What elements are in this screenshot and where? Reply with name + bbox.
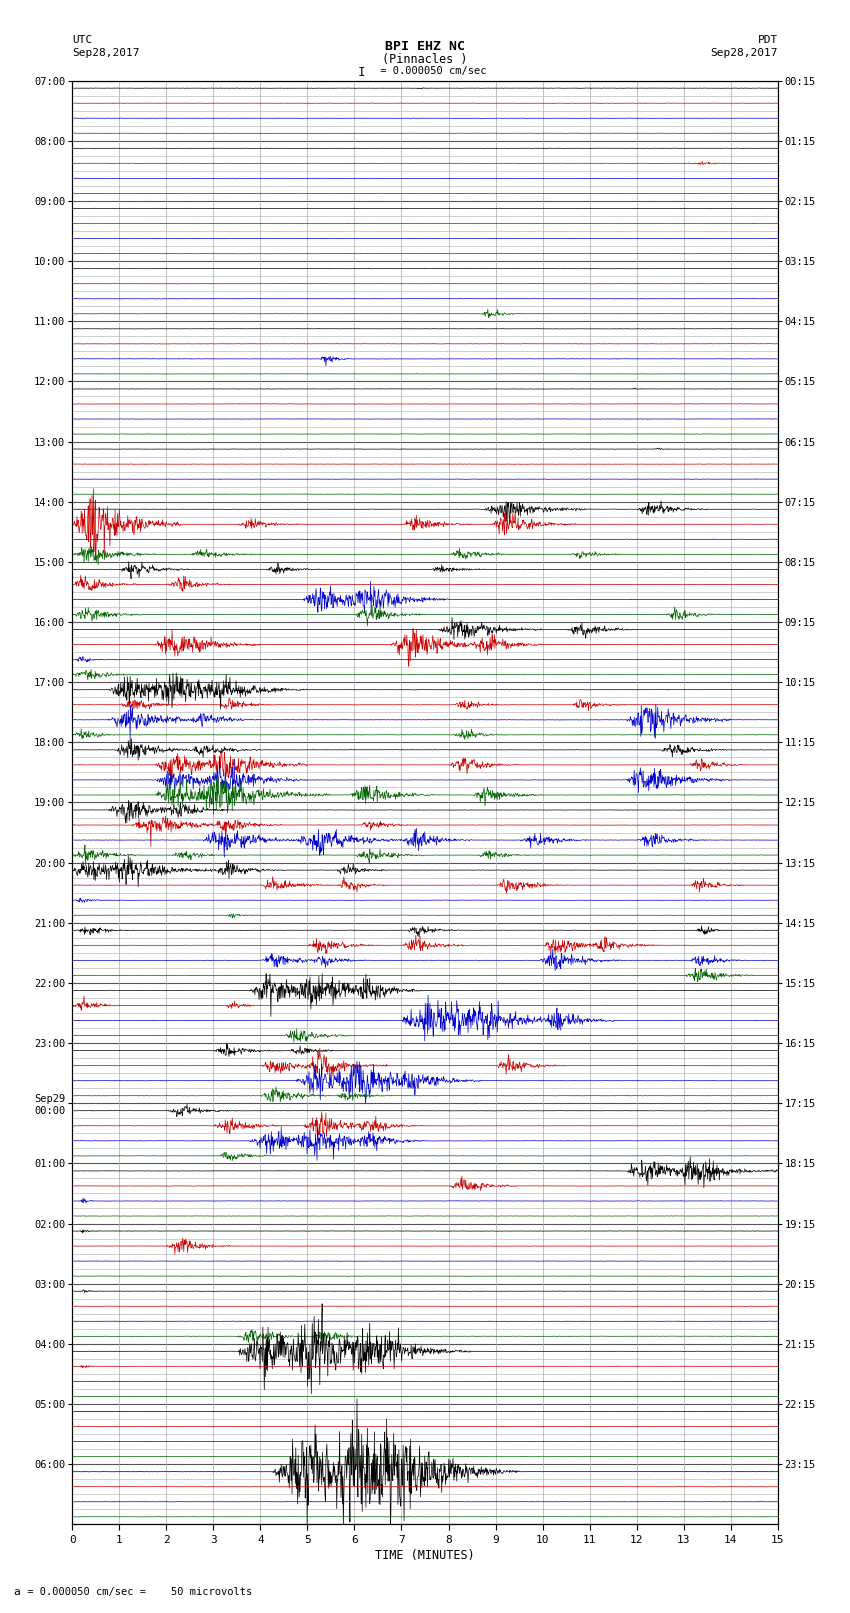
Text: = 0.000050 cm/sec: = 0.000050 cm/sec	[374, 66, 486, 76]
Text: Sep28,2017: Sep28,2017	[72, 48, 139, 58]
Text: = 0.000050 cm/sec =    50 microvolts: = 0.000050 cm/sec = 50 microvolts	[21, 1587, 252, 1597]
Text: Sep28,2017: Sep28,2017	[711, 48, 778, 58]
Text: a: a	[13, 1587, 20, 1597]
Text: BPI EHZ NC: BPI EHZ NC	[385, 40, 465, 53]
X-axis label: TIME (MINUTES): TIME (MINUTES)	[375, 1548, 475, 1561]
Text: UTC: UTC	[72, 35, 93, 45]
Text: PDT: PDT	[757, 35, 778, 45]
Text: (Pinnacles ): (Pinnacles )	[382, 53, 468, 66]
Text: I: I	[358, 66, 365, 79]
